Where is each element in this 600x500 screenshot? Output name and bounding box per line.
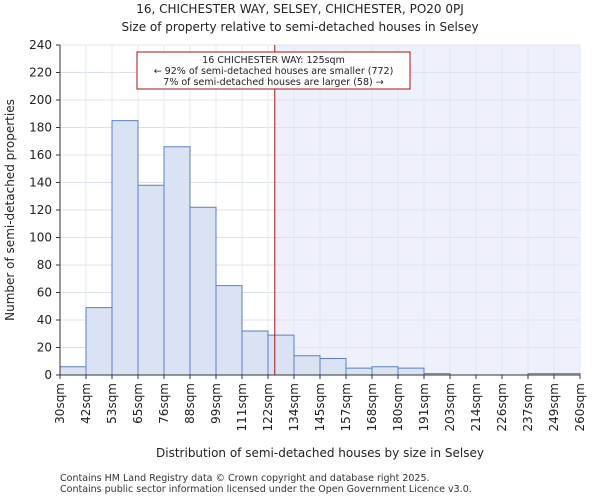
histogram-bar — [345, 367, 373, 376]
x-tick-label: 88sqm — [183, 383, 197, 424]
histogram-bar — [397, 367, 425, 376]
x-tick-label: 65sqm — [131, 383, 145, 424]
x-tick-label: 214sqm — [469, 383, 483, 431]
histogram-bar — [189, 206, 217, 376]
histogram-bar — [267, 334, 295, 376]
annotation-line-3: 7% of semi-detached houses are larger (5… — [163, 77, 383, 88]
x-tick-label: 168sqm — [365, 383, 379, 431]
annotation-line-2: ← 92% of semi-detached houses are smalle… — [154, 66, 394, 77]
x-tick-label: 226sqm — [495, 383, 509, 431]
y-tick-label: 0 — [44, 368, 52, 382]
x-tick-label: 157sqm — [339, 383, 353, 431]
x-tick-label: 203sqm — [443, 383, 457, 431]
footer-line-2: Contains public sector information licen… — [60, 484, 472, 495]
x-tick-label: 122sqm — [261, 383, 275, 431]
histogram-bar — [241, 330, 269, 376]
y-tick-label: 120 — [29, 203, 52, 217]
x-axis-title: Distribution of semi-detached houses by … — [156, 446, 484, 460]
y-tick-label: 200 — [29, 93, 52, 107]
histogram-bar — [293, 355, 321, 376]
annotation-box — [136, 51, 411, 90]
x-tick-label: 76sqm — [157, 383, 171, 424]
histogram-bar — [85, 307, 113, 376]
x-tick-label: 237sqm — [521, 383, 535, 431]
x-tick-label: 249sqm — [547, 383, 561, 431]
y-tick-label: 160 — [29, 148, 52, 162]
y-tick-label: 220 — [29, 66, 52, 80]
y-tick-label: 60 — [37, 286, 52, 300]
histogram-bar — [59, 366, 87, 376]
y-tick-label: 80 — [37, 258, 52, 272]
x-tick-label: 111sqm — [235, 383, 249, 431]
y-axis-title: Number of semi-detached properties — [3, 99, 17, 321]
y-tick-label: 100 — [29, 231, 52, 245]
y-tick-label: 240 — [29, 38, 52, 52]
x-tick-label: 42sqm — [79, 383, 93, 424]
annotation-line-1: 16 CHICHESTER WAY: 125sqm — [202, 55, 345, 66]
x-tick-label: 53sqm — [105, 383, 119, 424]
histogram-bar — [371, 366, 399, 376]
x-tick-label: 145sqm — [313, 383, 327, 431]
y-tick-label: 140 — [29, 176, 52, 190]
y-tick-label: 40 — [37, 313, 52, 327]
chart-title: 16, CHICHESTER WAY, SELSEY, CHICHESTER, … — [136, 2, 464, 16]
x-tick-label: 30sqm — [53, 383, 67, 424]
y-tick-label: 180 — [29, 121, 52, 135]
histogram-bar — [319, 358, 347, 376]
chart-subtitle: Size of property relative to semi-detach… — [121, 20, 479, 34]
x-tick-label: 134sqm — [287, 383, 301, 431]
histogram-bar — [111, 120, 139, 376]
y-tick-label: 20 — [37, 341, 52, 355]
histogram-bar — [215, 285, 243, 376]
histogram-bar — [163, 146, 191, 376]
x-tick-label: 180sqm — [391, 383, 405, 431]
x-tick-label: 260sqm — [573, 383, 587, 431]
histogram-bar — [137, 184, 165, 376]
x-tick-label: 99sqm — [209, 383, 223, 424]
x-tick-label: 191sqm — [417, 383, 431, 431]
footer-line-1: Contains HM Land Registry data © Crown c… — [60, 473, 430, 484]
